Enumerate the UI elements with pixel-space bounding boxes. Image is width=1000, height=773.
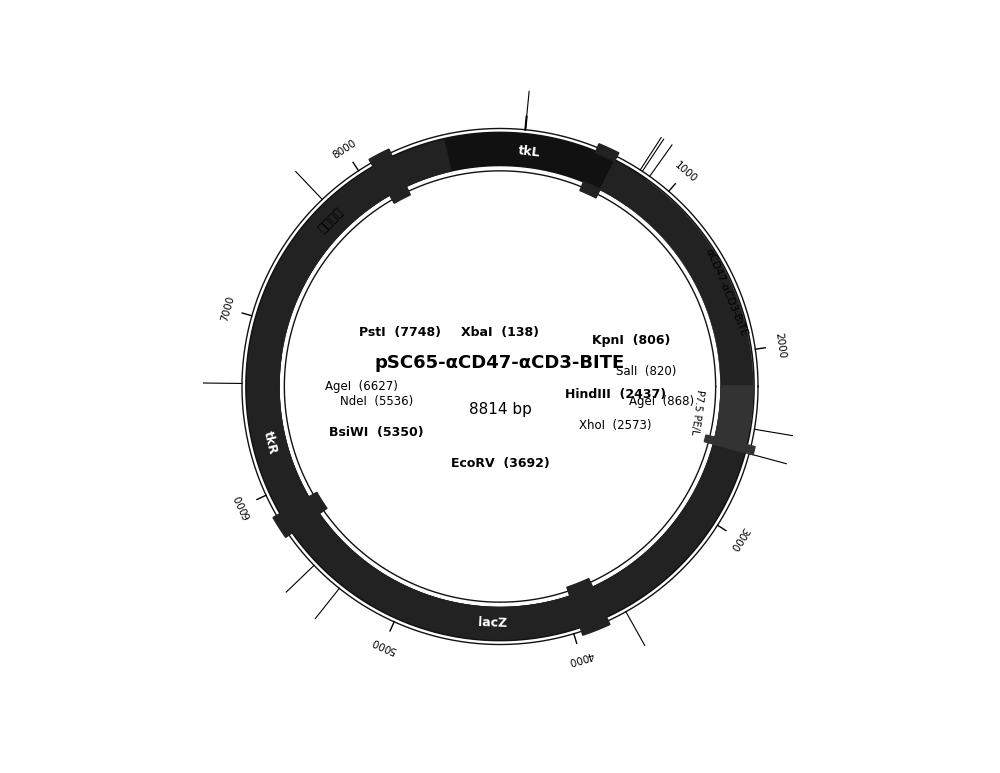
- Text: 8814 bp: 8814 bp: [469, 402, 531, 417]
- Text: 5000: 5000: [370, 635, 398, 655]
- Text: 氨苄抗性: 氨苄抗性: [316, 206, 346, 236]
- Text: HindIII  (2437): HindIII (2437): [565, 388, 666, 400]
- Polygon shape: [269, 149, 410, 296]
- Text: 4000: 4000: [567, 649, 595, 666]
- Text: 8000: 8000: [331, 138, 358, 161]
- Text: EcoRV  (3692): EcoRV (3692): [451, 457, 549, 470]
- Polygon shape: [380, 578, 610, 639]
- Text: BsiWI  (5350): BsiWI (5350): [329, 426, 424, 439]
- Text: P7.5 PE/L: P7.5 PE/L: [689, 389, 705, 435]
- Text: KpnI  (806): KpnI (806): [592, 334, 670, 347]
- Text: 7000: 7000: [219, 295, 236, 323]
- Text: XhoI  (2573): XhoI (2573): [579, 418, 652, 431]
- Polygon shape: [280, 167, 720, 606]
- Text: SalI  (820): SalI (820): [616, 365, 677, 377]
- Text: pSC65-αCD47-αCD3-BITE: pSC65-αCD47-αCD3-BITE: [375, 354, 625, 373]
- Polygon shape: [628, 181, 753, 428]
- Text: 1000: 1000: [672, 160, 699, 185]
- Text: 6000: 6000: [233, 492, 253, 520]
- Polygon shape: [247, 140, 753, 639]
- Text: 2000: 2000: [774, 332, 787, 359]
- Polygon shape: [246, 132, 754, 641]
- Text: tkL: tkL: [517, 144, 541, 159]
- Polygon shape: [247, 352, 327, 537]
- Text: lacZ: lacZ: [478, 616, 507, 630]
- Text: NdeI  (5536): NdeI (5536): [340, 396, 413, 408]
- Polygon shape: [704, 386, 755, 455]
- Text: AgeI  (868): AgeI (868): [629, 396, 694, 408]
- Text: 3000: 3000: [728, 525, 750, 553]
- Text: XbaI  (138): XbaI (138): [461, 326, 539, 339]
- Text: AgeI  (6627): AgeI (6627): [325, 380, 398, 393]
- Text: αCD47-αCD3-BiTE: αCD47-αCD3-BiTE: [703, 247, 749, 339]
- Text: PstI  (7748): PstI (7748): [359, 326, 441, 339]
- Text: tkR: tkR: [261, 430, 279, 455]
